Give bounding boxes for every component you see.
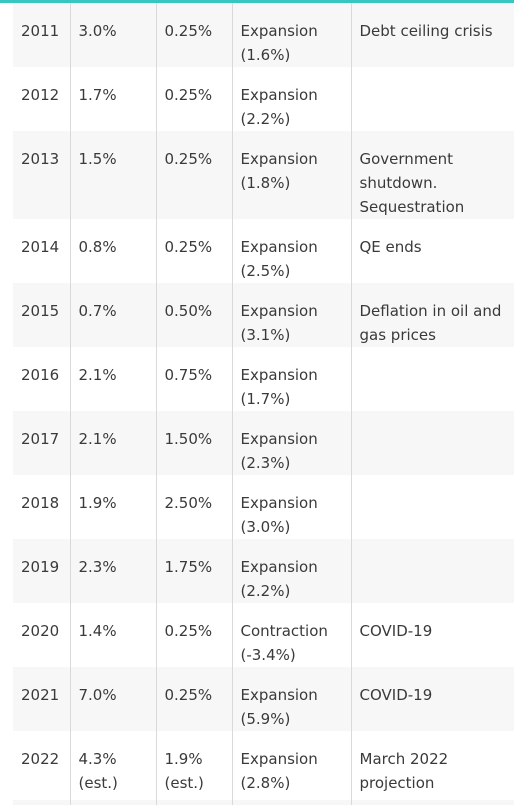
year-cell: 2017: [21, 430, 60, 448]
event-cell: [350, 475, 514, 539]
year-cell: 2013: [21, 150, 60, 168]
table-row: 2011 3.0% 0.25% Expansion (1.6%) Debt ce…: [13, 3, 514, 67]
year-cell: 2022: [21, 750, 60, 768]
rate-cell: 0.75%: [155, 347, 232, 411]
year-cell: 2011: [21, 22, 60, 40]
rate-cell: 0.25%: [155, 603, 232, 667]
phase-cell: Expansion (2.2%): [231, 539, 351, 603]
event-cell: Deflation in oil and gas prices: [350, 283, 514, 347]
event-cell: [350, 539, 514, 603]
table-row: 2019 2.3% 1.75% Expansion (2.2%): [13, 539, 514, 603]
gdp-cell: 1.4%: [69, 603, 156, 667]
year-cell: 2012: [21, 86, 60, 104]
rate-cell: 0.50%: [155, 283, 232, 347]
event-cell: [350, 411, 514, 475]
gdp-cell: 2.1%: [69, 347, 156, 411]
phase-cell: Expansion (5.9%): [231, 667, 351, 731]
event-cell: [350, 347, 514, 411]
event-cell: [350, 67, 514, 131]
phase-cell: Expansion (2.2%): [231, 67, 351, 131]
table-row: 2016 2.1% 0.75% Expansion (1.7%): [13, 347, 514, 411]
rate-cell: 0.25%: [155, 67, 232, 131]
year-cell: 2018: [21, 494, 60, 512]
table-row: 2015 0.7% 0.50% Expansion (3.1%) Deflati…: [13, 283, 514, 347]
table-row: 2021 7.0% 0.25% Expansion (5.9%) COVID-1…: [13, 667, 514, 731]
phase-cell: Expansion (2.8%): [231, 731, 351, 800]
year-cell: 2015: [21, 302, 60, 320]
table-row: 2018 1.9% 2.50% Expansion (3.0%): [13, 475, 514, 539]
table-row: 2013 1.5% 0.25% Expansion (1.8%) Governm…: [13, 131, 514, 219]
phase-cell: Contraction (-3.4%): [231, 603, 351, 667]
top-accent-rule: [0, 0, 514, 3]
table-row: 2014 0.8% 0.25% Expansion (2.5%) QE ends: [13, 219, 514, 283]
event-cell: COVID-19: [350, 667, 514, 731]
event-cell: Debt ceiling crisis: [350, 3, 514, 67]
phase-cell: Expansion (3.1%): [231, 283, 351, 347]
table-row-partial: [13, 800, 514, 805]
event-cell: QE ends: [350, 219, 514, 283]
table-row: 2022 4.3% (est.) 1.9% (est.) Expansion (…: [13, 731, 514, 800]
phase-cell: Expansion (1.6%): [231, 3, 351, 67]
rate-cell: 0.25%: [155, 3, 232, 67]
economic-history-table: 2011 3.0% 0.25% Expansion (1.6%) Debt ce…: [13, 3, 514, 805]
gdp-cell: 7.0%: [69, 667, 156, 731]
phase-cell: Expansion (3.0%): [231, 475, 351, 539]
table-row: 2020 1.4% 0.25% Contraction (-3.4%) COVI…: [13, 603, 514, 667]
gdp-cell: 1.5%: [69, 131, 156, 219]
event-cell: COVID-19: [350, 603, 514, 667]
gdp-cell: 4.3% (est.): [69, 731, 156, 800]
rate-cell: 1.9% (est.): [155, 731, 232, 800]
rate-cell: 1.75%: [155, 539, 232, 603]
gdp-cell: 2.1%: [69, 411, 156, 475]
event-cell: Government shutdown. Sequestration: [350, 131, 514, 219]
event-cell: March 2022 projection: [350, 731, 514, 800]
year-cell: 2014: [21, 238, 60, 256]
phase-cell: Expansion (2.3%): [231, 411, 351, 475]
rate-cell: 0.25%: [155, 131, 232, 219]
rate-cell: 0.25%: [155, 219, 232, 283]
year-cell: 2020: [21, 622, 60, 640]
gdp-cell: 1.9%: [69, 475, 156, 539]
rate-cell: 2.50%: [155, 475, 232, 539]
gdp-cell: 0.7%: [69, 283, 156, 347]
year-cell: 2016: [21, 366, 60, 384]
year-cell: 2021: [21, 686, 60, 704]
gdp-cell: 2.3%: [69, 539, 156, 603]
table-row: 2012 1.7% 0.25% Expansion (2.2%): [13, 67, 514, 131]
gdp-cell: 1.7%: [69, 67, 156, 131]
gdp-cell: 0.8%: [69, 219, 156, 283]
phase-cell: Expansion (1.8%): [231, 131, 351, 219]
gdp-cell: 3.0%: [69, 3, 156, 67]
rate-cell: 1.50%: [155, 411, 232, 475]
phase-cell: Expansion (1.7%): [231, 347, 351, 411]
rate-cell: 0.25%: [155, 667, 232, 731]
year-cell: 2019: [21, 558, 60, 576]
phase-cell: Expansion (2.5%): [231, 219, 351, 283]
table-row: 2017 2.1% 1.50% Expansion (2.3%): [13, 411, 514, 475]
